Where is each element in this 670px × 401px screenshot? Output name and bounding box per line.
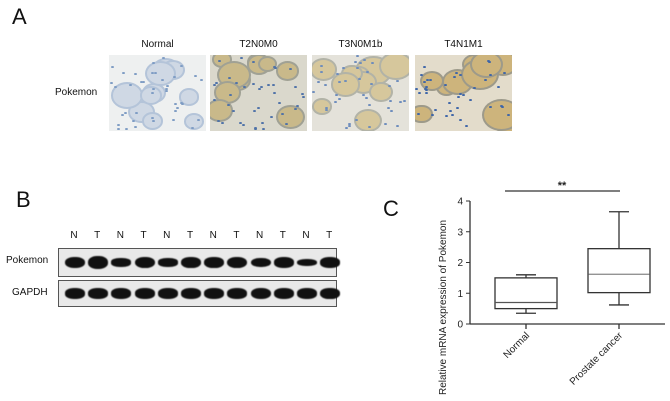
- blot-band: [250, 257, 271, 268]
- x-tick-label: Normal: [502, 330, 533, 361]
- ihc-column-label: T2N0M0: [239, 39, 278, 50]
- lane-label: T: [186, 230, 194, 241]
- lane-label: T: [326, 230, 333, 241]
- box: [587, 248, 651, 294]
- blot-band: [204, 257, 225, 268]
- panel-c-letter: C: [383, 196, 399, 221]
- blot-band: [181, 257, 201, 268]
- lane-label: N: [209, 230, 217, 241]
- panel-b-letter: B: [16, 187, 31, 212]
- blot-band: [227, 288, 248, 299]
- y-tick-label: 1: [457, 289, 463, 300]
- y-tick-label: 0: [457, 320, 463, 331]
- lane-label: N: [302, 230, 310, 241]
- panel-a-letter: A: [12, 4, 27, 29]
- blot-strip: [58, 248, 341, 277]
- x-tick-label: Prostate cancer: [568, 330, 626, 388]
- lane-label: T: [140, 230, 147, 241]
- ihc-image: [415, 55, 512, 131]
- blot-band: [134, 288, 155, 299]
- box-plot: 0 1 2 3 4 Relative mRNA expression of Pokemon…: [438, 180, 665, 395]
- blot-band: [227, 256, 248, 269]
- blot-band: [273, 288, 294, 299]
- ihc-column-label: T4N1M1: [444, 39, 483, 50]
- ihc-column-label: T3N0M1b: [338, 39, 383, 50]
- lane-label: T: [233, 230, 240, 241]
- ihc-image: [109, 55, 206, 131]
- blot-band: [134, 256, 155, 269]
- blot-strip: [58, 280, 341, 307]
- ihc-column-label: Normal: [141, 39, 174, 50]
- ihc-row-label: Pokemon: [55, 87, 98, 98]
- blot-band: [181, 288, 201, 299]
- lane-label: T: [279, 230, 286, 241]
- blot-band: [320, 288, 341, 299]
- y-tick-label: 2: [457, 258, 463, 269]
- blot-band: [88, 256, 109, 269]
- blot-band: [297, 259, 317, 266]
- blot-band: [111, 288, 132, 299]
- blot-band: [111, 258, 132, 267]
- significance-label: **: [558, 180, 567, 192]
- blot-band: [204, 288, 225, 299]
- blot-band: [250, 287, 271, 300]
- lane-label: N: [70, 230, 78, 241]
- y-tick-label: 3: [457, 227, 463, 238]
- lane-label: N: [116, 230, 124, 241]
- blot-band: [157, 288, 178, 299]
- y-tick-label: 4: [457, 197, 463, 208]
- ihc-image: [312, 55, 409, 131]
- blot-row-label: Pokemon: [6, 255, 49, 266]
- blot-band: [88, 288, 109, 299]
- blot-band: [297, 288, 317, 299]
- blot-row-label: GAPDH: [12, 287, 48, 298]
- blot-band: [65, 288, 85, 299]
- box: [494, 277, 558, 310]
- lane-label: N: [255, 230, 264, 241]
- blot-band: [157, 258, 178, 267]
- blot-band: [273, 257, 294, 268]
- ihc-image: [210, 55, 307, 131]
- lane-label: N: [163, 230, 171, 241]
- y-axis-label: Relative mRNA expression of Pokemon: [438, 220, 449, 395]
- lane-label: T: [94, 230, 101, 241]
- blot-band: [320, 257, 341, 268]
- blot-band: [65, 256, 85, 269]
